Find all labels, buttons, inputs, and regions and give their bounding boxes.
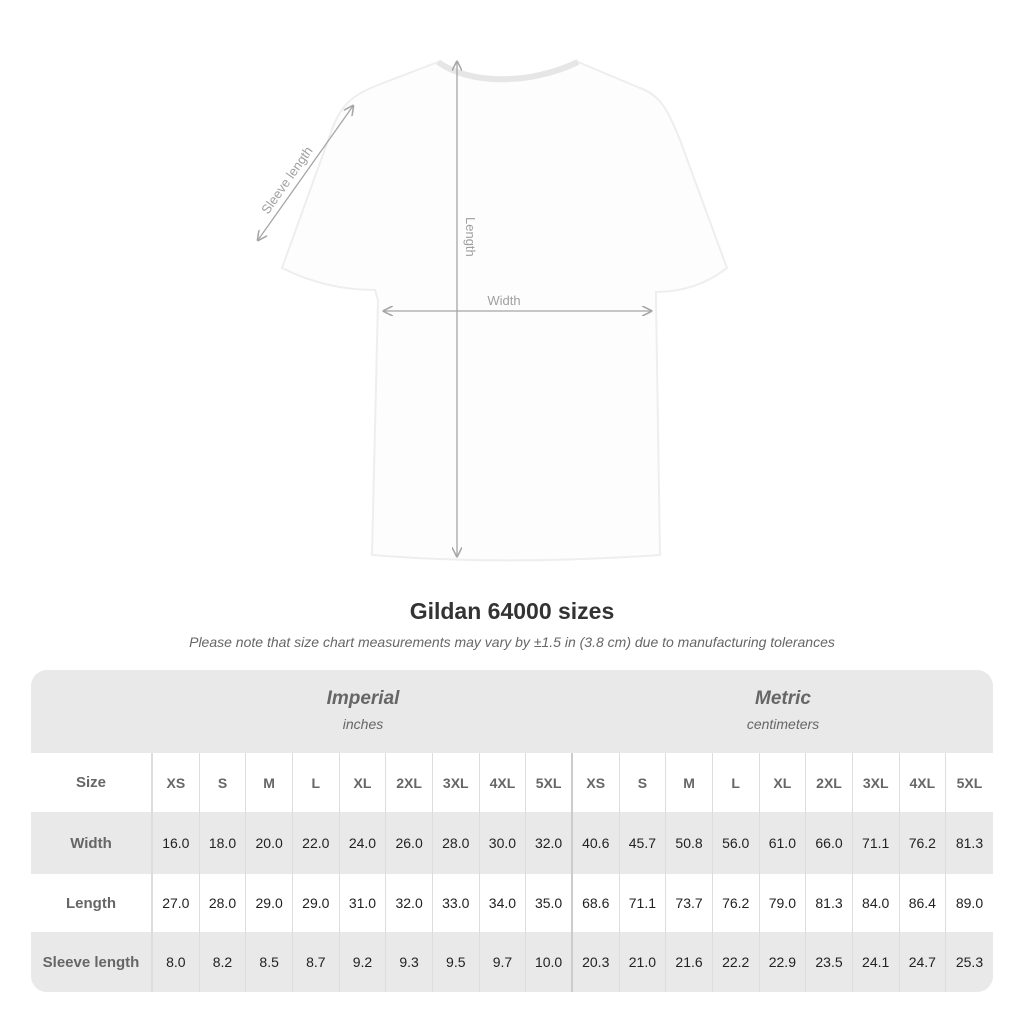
imperial-cell: 5XL (526, 753, 573, 812)
imperial-cell: 9.2 (340, 932, 387, 992)
tshirt-diagram: Length Width Sleeve length (0, 59, 729, 562)
imperial-cell: 32.0 (386, 874, 433, 932)
metric-cell: 20.3 (573, 932, 620, 992)
imperial-cell: 16.0 (153, 812, 200, 874)
imperial-cell: S (200, 753, 247, 812)
metric-header: Metric centimeters (573, 670, 993, 753)
metric-cell: 24.7 (900, 932, 947, 992)
metric-title: Metric (755, 688, 811, 709)
imperial-title: Imperial (326, 688, 400, 709)
imperial-cell: 24.0 (340, 812, 387, 874)
imperial-cell: 22.0 (293, 812, 340, 874)
imperial-cell: 10.0 (526, 932, 573, 992)
imperial-cell: 3XL (433, 753, 480, 812)
width-label: Width (487, 293, 520, 308)
metric-cell: 4XL (900, 753, 947, 812)
imperial-cell: M (246, 753, 293, 812)
metric-cell: 22.2 (713, 932, 760, 992)
metric-cell: 2XL (806, 753, 853, 812)
width-row: Width 16.0 18.0 20.0 22.0 24.0 26.0 28.0 30.0 32.… (31, 812, 993, 874)
imperial-cell: 18.0 (200, 812, 247, 874)
imperial-cell: 31.0 (340, 874, 387, 932)
imperial-cell: 30.0 (480, 812, 527, 874)
imperial-cell: 8.7 (293, 932, 340, 992)
metric-cell: 3XL (853, 753, 900, 812)
row-label: Width (31, 812, 153, 874)
metric-cell: 40.6 (573, 812, 620, 874)
imperial-cell: 8.5 (246, 932, 293, 992)
metric-cell: 56.0 (713, 812, 760, 874)
metric-unit: centimeters (746, 716, 820, 732)
metric-cell: S (620, 753, 667, 812)
imperial-cell: 8.0 (153, 932, 200, 992)
metric-cell: 25.3 (955, 954, 984, 970)
metric-cell: 68.6 (573, 874, 620, 932)
length-row: Length 27.0 28.0 29.0 29.0 31.0 32.0 33.0 34.0 35… (31, 874, 993, 932)
size-row: Size XS S M L XL 2XL 3XL 4XL 5XL XS S M L XL 2XL 3XL 4XL 5… (31, 753, 993, 812)
imperial-cell: L (293, 753, 340, 812)
imperial-cell: 20.0 (246, 812, 293, 874)
imperial-cell: 32.0 (526, 812, 573, 874)
metric-cell: 66.0 (806, 812, 853, 874)
chart-title: Gildan 64000 sizes (409, 598, 615, 624)
metric-cell: 5XL (956, 774, 983, 791)
metric-cell: 71.1 (853, 812, 900, 874)
imperial-cell: 9.7 (480, 932, 527, 992)
imperial-cell: 26.0 (386, 812, 433, 874)
metric-cell: XS (573, 753, 620, 812)
imperial-cell: 28.0 (200, 874, 247, 932)
metric-cell: 84.0 (853, 874, 900, 932)
sleeve-length-row: Sleeve length 8.0 8.2 8.5 8.7 9.2 9.3 9.5 9.7 10.… (31, 932, 993, 992)
imperial-cell: 9.3 (386, 932, 433, 992)
metric-cell: 21.0 (620, 932, 667, 992)
imperial-cell: 8.2 (200, 932, 247, 992)
imperial-cell: 2XL (386, 753, 433, 812)
imperial-header: Imperial inches (153, 670, 573, 753)
metric-cell: 76.2 (900, 812, 947, 874)
imperial-cell: 28.0 (433, 812, 480, 874)
row-label: Length (31, 874, 153, 932)
imperial-cell: 9.5 (433, 932, 480, 992)
size-table: Imperial inches Metric centimeters Size X… (31, 670, 993, 992)
metric-cell: 89.0 (955, 895, 984, 911)
length-label: Length (463, 217, 478, 257)
imperial-cell: XL (340, 753, 387, 812)
imperial-cell: 34.0 (480, 874, 527, 932)
metric-cell: M (666, 753, 713, 812)
tolerance-note: Please note that size chart measurements… (189, 634, 835, 650)
metric-cell: 81.3 (806, 874, 853, 932)
imperial-unit: inches (342, 716, 384, 732)
imperial-cell: 29.0 (246, 874, 293, 932)
row-label: Sleeve length (31, 932, 153, 992)
metric-cell: 79.0 (760, 874, 807, 932)
metric-cell: 21.6 (666, 932, 713, 992)
metric-cell: L (713, 753, 760, 812)
metric-cell: 50.8 (666, 812, 713, 874)
metric-cell: 76.2 (713, 874, 760, 932)
metric-cell: 23.5 (806, 932, 853, 992)
imperial-cell: 35.0 (526, 874, 573, 932)
row-label: Size (31, 753, 153, 812)
metric-cell: 22.9 (760, 932, 807, 992)
imperial-cell: 29.0 (293, 874, 340, 932)
metric-cell: 71.1 (620, 874, 667, 932)
imperial-cell: 4XL (480, 753, 527, 812)
imperial-cell: 33.0 (433, 874, 480, 932)
imperial-cell: 27.0 (153, 874, 200, 932)
imperial-cell: XS (153, 753, 200, 812)
sleeve-arrow (258, 106, 353, 240)
metric-cell: XL (760, 753, 807, 812)
metric-cell: 73.7 (666, 874, 713, 932)
metric-cell: 61.0 (760, 812, 807, 874)
metric-cell: 24.1 (853, 932, 900, 992)
metric-cell: 86.4 (900, 874, 947, 932)
metric-cell: 81.3 (955, 835, 984, 851)
metric-cell: 45.7 (620, 812, 667, 874)
